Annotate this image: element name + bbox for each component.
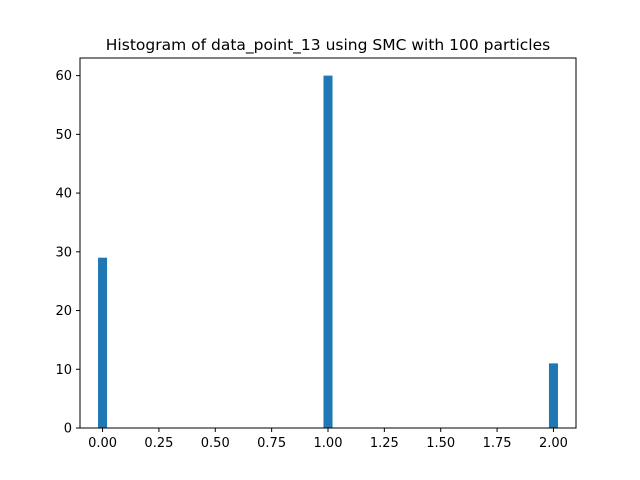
x-tick-label: 2.00 [539,436,568,451]
x-axis: 0.00 0.25 0.50 0.75 1.00 1.25 1.50 1.75 2.00 [88,428,568,451]
y-tick-label: 50 [55,128,72,143]
histogram-bar-0 [98,257,108,428]
y-tick-label: 30 [55,245,72,260]
x-tick-label: 0.25 [144,436,173,451]
x-tick-label: 1.50 [426,436,455,451]
x-tick-label: 0.00 [88,436,117,451]
y-tick-label: 0 [64,422,72,437]
x-tick-label: 0.75 [257,436,286,451]
chart-title: Histogram of data_point_13 using SMC wit… [106,36,550,55]
y-tick-label: 60 [55,69,72,84]
y-tick-label: 10 [55,363,72,378]
bars-group [98,75,558,428]
y-tick-label: 40 [55,187,72,202]
histogram-bar-2 [548,363,558,428]
y-axis: 0 10 20 30 40 50 60 [55,69,80,437]
x-tick-label: 1.75 [483,436,512,451]
x-tick-label: 1.00 [314,436,343,451]
histogram-bar-1 [323,75,333,428]
plot-frame [79,57,577,429]
x-tick-label: 1.25 [370,436,399,451]
x-tick-label: 0.50 [201,436,230,451]
y-tick-label: 20 [55,304,72,319]
